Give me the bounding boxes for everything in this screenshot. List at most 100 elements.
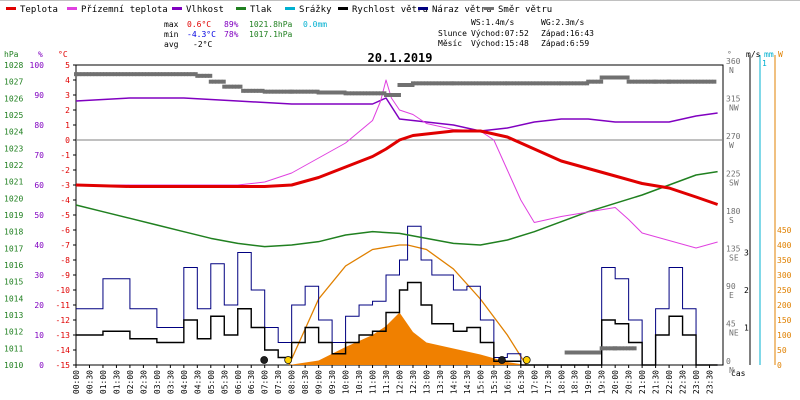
wind-direction-point <box>265 89 270 94</box>
wind-direction-point <box>574 350 579 355</box>
wind-direction-point <box>161 72 166 77</box>
wind-direction-point <box>132 72 137 77</box>
wind-direction-point <box>218 79 223 84</box>
wind-direction-point <box>205 73 210 78</box>
wind-direction-point <box>302 89 307 94</box>
ms-tick-label: 1 <box>744 324 749 333</box>
wind-direction-point <box>228 84 233 89</box>
ms-tick-label: 3 <box>744 249 749 258</box>
wind-direction-point <box>183 72 188 77</box>
wind-direction-point <box>629 79 634 84</box>
wind-direction-point <box>430 81 435 86</box>
hpa-tick-label: 1022 <box>4 161 23 170</box>
wind-direction-point <box>508 81 513 86</box>
wind-direction-point <box>187 72 192 77</box>
c-tick-label: -6 <box>60 226 70 235</box>
x-tick-label: 01:00 <box>99 370 108 394</box>
wind-direction-point <box>174 72 179 77</box>
wind-direction-point <box>544 81 549 86</box>
w-tick-label: 300 <box>777 271 792 280</box>
wind-direction-point <box>262 89 267 94</box>
wind-direction-point <box>670 79 675 84</box>
x-tick-label: 17:30 <box>544 370 553 394</box>
legend-label-6: Náraz větru <box>432 5 492 15</box>
wind-direction-point <box>393 93 398 97</box>
x-tick-label: 22:00 <box>665 370 674 394</box>
deg-tick-label: 225 <box>726 170 741 179</box>
pct-tick-label: 30 <box>34 271 44 280</box>
hpa-tick-label: 1026 <box>4 94 23 103</box>
hpa-tick-label: 1020 <box>4 194 23 203</box>
deg-tick-label: 45 <box>726 320 736 329</box>
pct-tick-label: 60 <box>34 181 44 190</box>
legend-swatch-2 <box>172 7 182 10</box>
pct-tick-label: 40 <box>34 241 44 250</box>
deg-tick-label: 315 <box>726 95 741 104</box>
wind-direction-point <box>208 73 213 78</box>
wind-direction-point <box>550 81 555 86</box>
legend-label-0: Teplota <box>20 5 58 15</box>
x-tick-label: 00:00 <box>72 370 81 394</box>
legend-label-3: Tlak <box>250 5 272 15</box>
c-tick-label: -11 <box>56 301 71 310</box>
dir-tick-label: W <box>729 141 734 150</box>
wind-direction-point <box>606 75 611 80</box>
wind-direction-point <box>596 350 601 355</box>
w-tick-label: 200 <box>777 301 792 310</box>
x-tick-label: 03:30 <box>166 370 175 394</box>
wind-direction-point <box>589 79 594 84</box>
pct-tick-label: 20 <box>34 301 44 310</box>
c-tick-label: -5 <box>60 211 70 220</box>
wind-direction-point <box>427 81 432 86</box>
wind-direction-point <box>537 81 542 86</box>
c-tick-label: -14 <box>56 346 71 355</box>
legend-swatch-4 <box>285 7 295 10</box>
wind-direction-point <box>467 81 472 86</box>
c-tick-label: -4 <box>60 196 70 205</box>
wind-direction-point <box>292 89 297 94</box>
hpa-tick-label: 1014 <box>4 294 23 303</box>
c-tick-label: -2 <box>60 166 70 175</box>
wind-direction-point <box>660 79 665 84</box>
x-tick-label: 14:30 <box>463 370 472 394</box>
deg-tick-label: 135 <box>726 245 741 254</box>
stats-max-temp: 0.6°C <box>187 20 211 29</box>
legend-swatch-3 <box>236 7 246 10</box>
c-tick-label: -7 <box>60 241 70 250</box>
wind-direction-point <box>599 75 604 80</box>
moonrise-marker <box>498 356 506 364</box>
wind-direction-point <box>221 79 226 84</box>
dir-tick-label: E <box>729 291 734 300</box>
wind-direction-point <box>629 346 634 351</box>
wind-direction-point <box>225 84 230 89</box>
x-tick-label: 06:30 <box>247 370 256 394</box>
wind-direction-point <box>109 72 114 77</box>
wind-direction-point <box>464 81 469 86</box>
wind-direction-point <box>195 73 200 78</box>
wind-direction-point <box>369 91 374 96</box>
wind-direction-point <box>499 81 504 86</box>
wind-direction-point <box>531 81 536 86</box>
wind-direction-point <box>103 72 108 77</box>
wind-direction-point <box>74 72 78 77</box>
c-tick-label: 2 <box>65 106 70 115</box>
wind-direction-point <box>410 81 415 86</box>
wind-direction-point <box>278 89 283 94</box>
mm-tick-label: 1 <box>762 59 767 68</box>
moonset-marker <box>260 356 269 364</box>
x-tick-label: 04:30 <box>193 370 202 394</box>
x-tick-label: 02:30 <box>139 370 148 394</box>
wind-direction-point <box>171 72 176 77</box>
wind-direction-point <box>375 91 380 96</box>
wind-direction-point <box>599 79 604 84</box>
stats-avg-label: avg <box>164 40 179 49</box>
pct-tick-label: 50 <box>34 211 44 220</box>
c-tick-label: 3 <box>65 91 70 100</box>
x-tick-label: 12:00 <box>396 370 405 394</box>
dir-tick-label: NE <box>729 329 739 338</box>
wind-direction-point <box>680 79 685 84</box>
stats-max-rain: 0.0mm <box>303 20 327 29</box>
wind-direction-point <box>116 72 121 77</box>
wind-direction-point <box>676 79 681 84</box>
wind-direction-point <box>244 88 249 93</box>
